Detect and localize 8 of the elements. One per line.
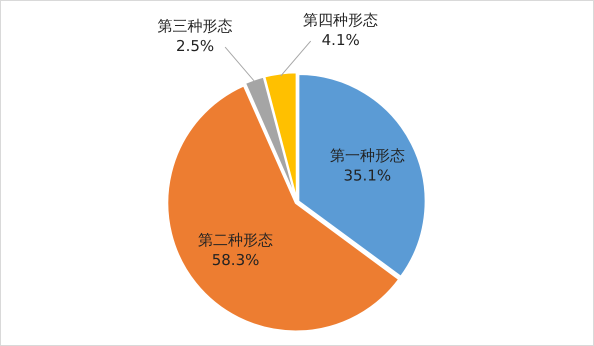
data-label: 58.3%: [212, 251, 260, 270]
data-label: 2.5%: [176, 37, 214, 55]
slice-label: 第三种形态: [158, 17, 233, 35]
slice-label: 第二种形态: [198, 231, 274, 250]
slice-label: 第四种形态: [303, 10, 378, 29]
data-label: 4.1%: [322, 30, 360, 49]
data-label: 35.1%: [343, 166, 392, 184]
slice-label: 第一种形态: [330, 146, 405, 164]
